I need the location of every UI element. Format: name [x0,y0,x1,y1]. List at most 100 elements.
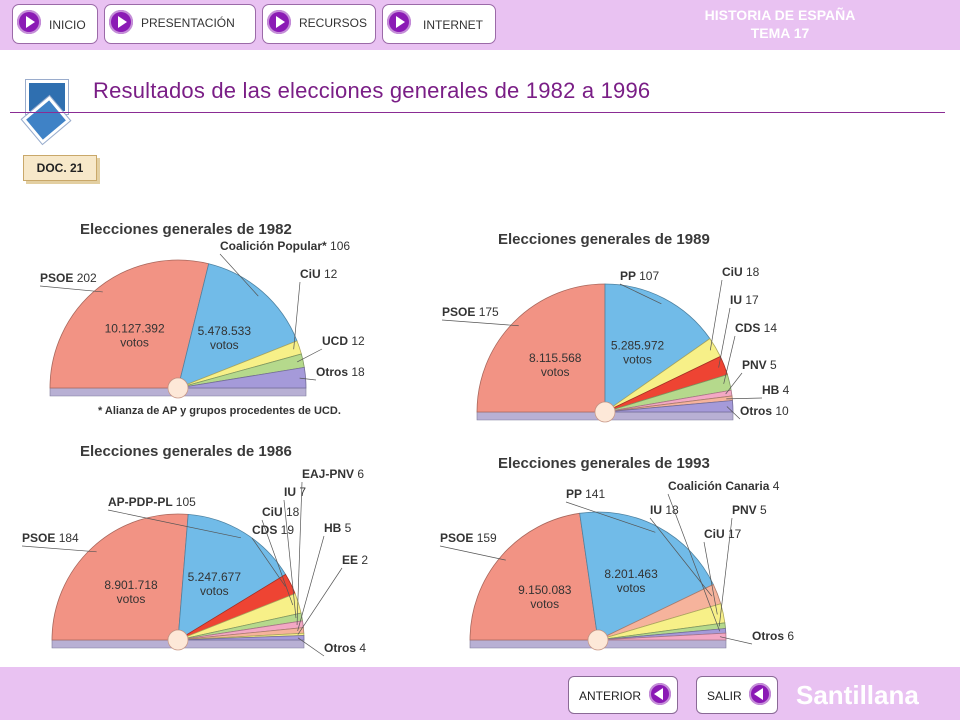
inicio-button[interactable]: INICIO [12,4,98,44]
leader-line [261,519,294,606]
leader-line [441,319,519,327]
chart-elecciones-generales-de-1989: Elecciones generales de 1989 PSOE 175 8.11… [441,231,790,423]
slice-votes: 8.201.463 [604,567,658,581]
leader-line [723,335,736,384]
slice-label: Otros 4 [324,641,366,655]
back-arrow-icon [649,683,671,705]
slice-votes-unit: votos [120,336,149,350]
presentacion-button[interactable]: PRESENTACIÓN [104,4,256,44]
chart-elecciones-generales-de-1982: Elecciones generales de 1982 PSOE 202 10.1… [39,221,365,417]
subject-name: HISTORIA DE ESPAÑA [704,7,856,23]
leader-line [219,253,259,297]
leader-line [107,509,242,539]
slice-votes: 5.478.533 [198,324,252,338]
leader-line [718,517,733,627]
chart-title: Elecciones generales de 1993 [498,455,710,472]
slice-votes-unit: votos [200,584,229,598]
unit-name: TEMA 17 [750,25,810,41]
slice-label: Coalición Canaria 4 [668,479,780,493]
chart-note: * Alianza de AP y grupos procedentes de … [98,405,341,417]
slice-votes: 8.901.718 [104,578,158,592]
page-title: Resultados de las elecciones generales d… [93,78,651,103]
leader-line [719,636,753,645]
chart-hub [587,629,609,651]
anterior-button[interactable]: ANTERIOR [568,676,678,714]
bottom-nav-bar [0,667,960,720]
slice-label: EAJ-PNV 6 [302,467,364,481]
leader-line [709,279,723,351]
chart-title: Elecciones generales de 1986 [80,443,292,460]
internet-button[interactable]: INTERNET [382,4,496,44]
leader-line [726,406,741,420]
leader-line [39,285,103,293]
salir-label: SALIR [707,689,742,703]
slice-label: CiU 18 [262,505,300,519]
slice-votes-unit: votos [210,338,239,352]
leader-line [251,537,286,587]
slice-votes-unit: votos [617,581,646,595]
chart-elecciones-generales-de-1993: Elecciones generales de 1993 PSOE 159 9.15… [439,455,794,651]
leader-line [299,377,317,381]
slice-label: CiU 17 [704,527,742,541]
play-icon [17,10,41,34]
leader-line [619,283,662,305]
leader-line [725,372,743,395]
slice-label: EE 2 [342,553,368,567]
slice-label: CDS 19 [252,523,294,537]
slice-label: Otros 18 [316,365,365,379]
internet-label: INTERNET [423,18,483,32]
doc-badge: DOC. 21 [23,155,97,181]
slice-label: IU 7 [284,485,306,499]
slice-psoe [476,283,606,413]
recursos-label: RECURSOS [299,16,368,30]
slice-label: CiU 12 [300,267,338,281]
slice-label: IU 18 [650,503,679,517]
slice-label: PP 107 [620,269,659,283]
play-icon [267,10,291,34]
leader-line [296,481,303,625]
chart-elecciones-generales-de-1986: Elecciones generales de 1986 PSOE 184 8.90… [21,443,368,657]
slice-label: IU 17 [730,293,759,307]
chart-title: Elecciones generales de 1989 [498,231,710,248]
leader-line [283,499,297,619]
chart-hub [594,401,616,423]
slice-label: PSOE 159 [440,531,497,545]
leader-line [297,535,325,631]
slice-label: UCD 12 [322,334,365,348]
slice-label: PP 141 [566,487,605,501]
slice-votes: 9.150.083 [518,583,572,597]
recursos-button[interactable]: RECURSOS [262,4,376,44]
presentacion-label: PRESENTACIÓN [141,16,235,30]
slice-votes: 10.127.392 [105,322,165,336]
course-title: HISTORIA DE ESPAÑA TEMA 17 [680,6,880,42]
salir-button[interactable]: SALIR [696,676,778,714]
slice-label: AP-PDP-PL 105 [108,495,196,509]
slice-label: CiU 18 [722,265,760,279]
slice-votes: 5.247.677 [188,570,242,584]
leader-line [726,397,763,400]
leader-line [21,545,97,553]
election-charts: Elecciones generales de 1982 PSOE 202 10.1… [0,200,960,670]
slice-votes: 5.285.972 [611,339,665,353]
slice-votes-unit: votos [623,353,652,367]
chart-hub [167,629,189,651]
slice-label: CDS 14 [735,321,777,335]
chart-title: Elecciones generales de 1982 [80,221,292,238]
leader-line [667,493,721,632]
leader-line [565,501,656,533]
leader-line [297,348,323,363]
anterior-label: ANTERIOR [579,689,642,703]
leader-line [703,541,718,615]
slice-votes: 8.115.568 [529,351,582,365]
leader-line [297,567,343,635]
leader-line [293,281,301,350]
slice-label: Otros 6 [752,629,794,643]
slice-votes-unit: votos [117,592,146,606]
slice-label: PSOE 202 [40,271,97,285]
inicio-label: INICIO [49,18,86,32]
slice-label: PNV 5 [742,358,777,372]
leader-line [718,307,731,368]
chart-hub [167,377,189,399]
slice-label: PSOE 184 [22,531,79,545]
charts-svg: Elecciones generales de 1982 PSOE 202 10.1… [21,221,794,657]
